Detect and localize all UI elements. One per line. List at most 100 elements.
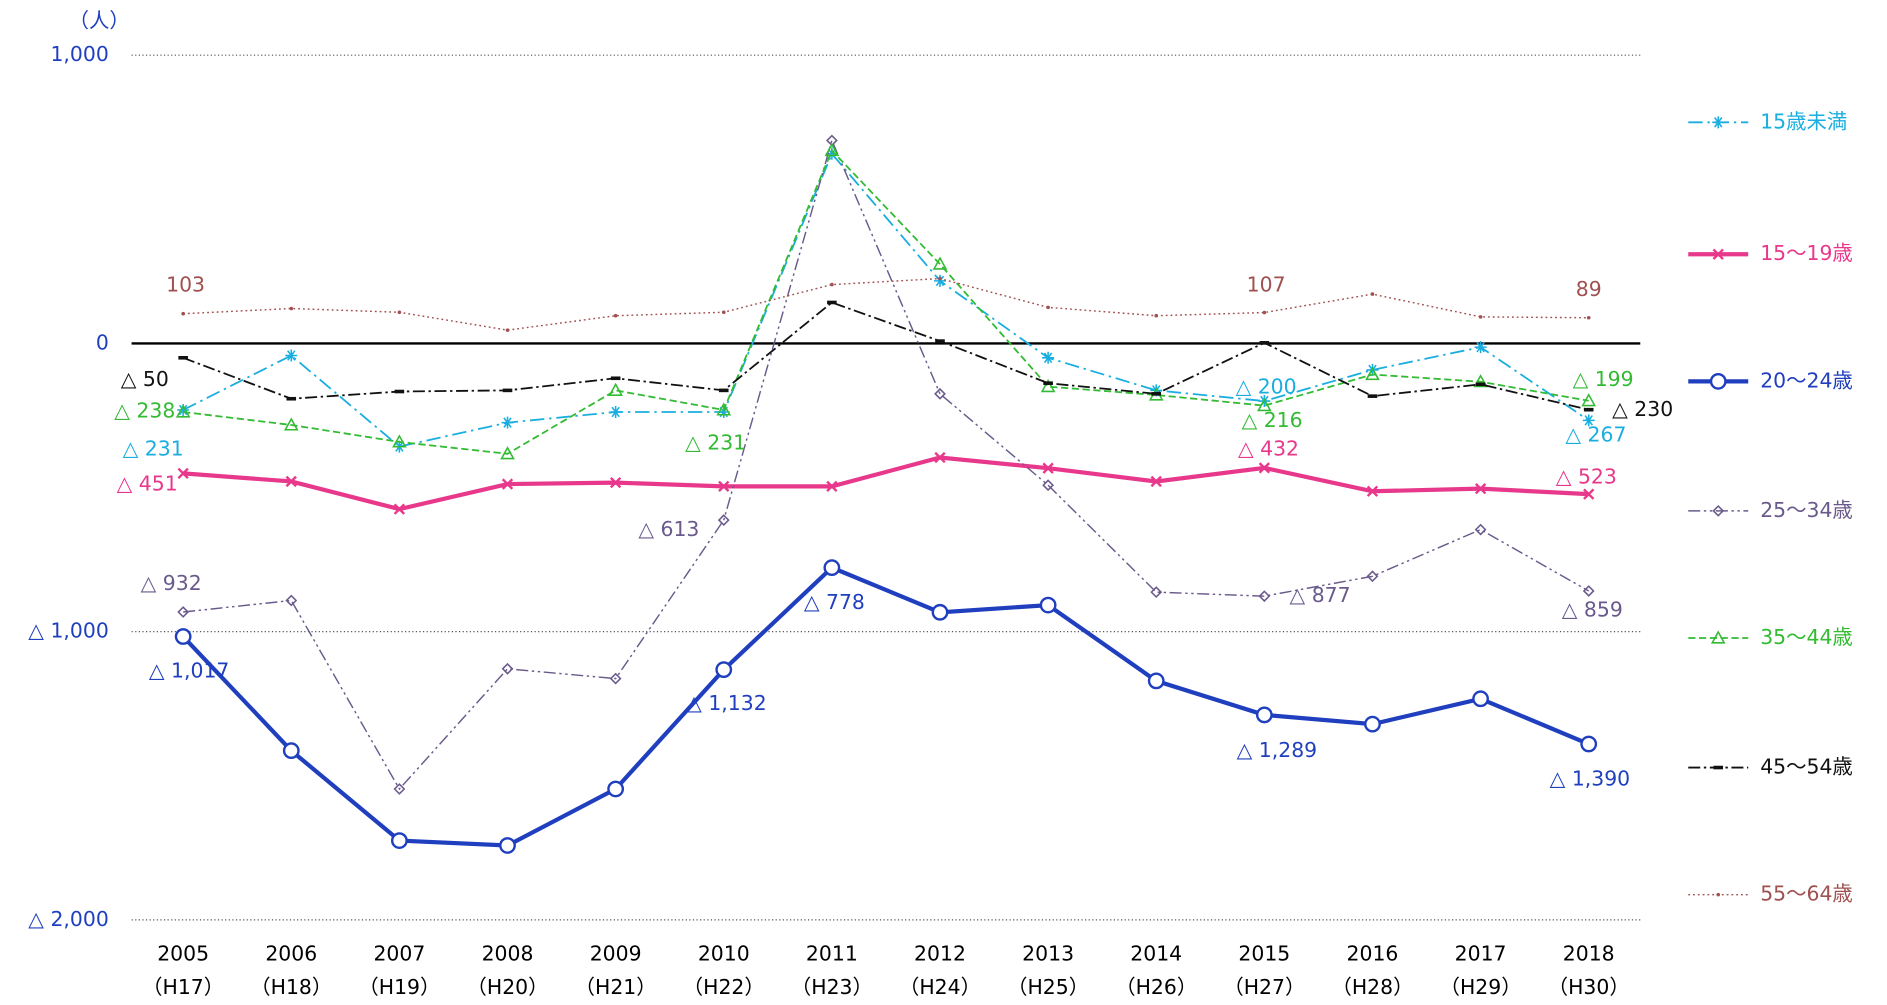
point	[1586, 315, 1591, 320]
point	[718, 480, 730, 493]
point	[823, 559, 841, 577]
x-tick-sublabel: （H26）	[1115, 975, 1197, 999]
point	[1583, 488, 1595, 500]
value-label: △ 1,390	[1550, 767, 1630, 791]
legend-label: 15～19歳	[1760, 241, 1853, 265]
legend-label: 45～54歳	[1760, 755, 1853, 779]
point	[607, 780, 625, 798]
point	[1366, 570, 1379, 583]
point	[501, 662, 514, 675]
point	[609, 476, 622, 489]
x-tick-label: 2016	[1347, 942, 1399, 966]
point	[501, 478, 514, 490]
x-tick-sublabel: （H23）	[791, 975, 873, 999]
legend-marker	[1710, 630, 1726, 644]
legend-marker	[1712, 116, 1725, 129]
point	[283, 417, 299, 431]
point	[1370, 292, 1375, 296]
x-tick-sublabel: （H30）	[1548, 975, 1630, 999]
x-tick-sublabel: （H17）	[142, 975, 224, 999]
legend-label: 20～24歳	[1760, 368, 1853, 392]
x-tick-label: 2014	[1130, 942, 1182, 966]
point	[1150, 586, 1163, 599]
point	[717, 405, 730, 418]
value-label: △ 432	[1238, 437, 1299, 461]
value-label: △ 877	[1290, 583, 1351, 607]
point	[715, 661, 733, 679]
point	[282, 742, 300, 760]
value-label: △ 523	[1556, 464, 1617, 488]
x-tick-sublabel: （H20）	[467, 975, 549, 999]
x-tick-label: 2015	[1238, 942, 1290, 966]
value-label: △ 1,132	[686, 691, 766, 715]
point	[175, 404, 191, 418]
point	[393, 503, 406, 515]
point	[289, 306, 294, 311]
series: △ 1,017 △ 1,132 △ 778 △ 1,289 △ 1,390 20～24歳	[149, 368, 1853, 854]
point	[1042, 351, 1055, 364]
series: △ 451 △ 432 △ 523 15～19歳	[117, 241, 1853, 515]
point	[285, 475, 297, 488]
point	[1042, 462, 1054, 474]
point	[934, 451, 946, 464]
value-label: △ 859	[1562, 597, 1623, 621]
value-label: △ 778	[804, 590, 865, 614]
point	[1039, 596, 1057, 614]
point	[608, 382, 623, 396]
value-label: △ 231	[123, 437, 184, 461]
point	[285, 349, 298, 362]
y-tick-label: 1,000	[50, 42, 108, 66]
point	[1474, 483, 1487, 495]
x-tick-sublabel: （H21）	[575, 975, 657, 999]
value-label: △ 238	[114, 398, 175, 422]
legend-marker	[1712, 504, 1725, 517]
point	[830, 282, 834, 287]
point	[721, 310, 726, 315]
point	[177, 467, 189, 480]
point	[609, 405, 622, 418]
point	[613, 313, 618, 318]
x-tick-label: 2008	[482, 942, 534, 966]
point	[177, 606, 190, 618]
x-tick-label: 2013	[1022, 942, 1074, 966]
point	[931, 603, 949, 621]
point	[938, 276, 942, 281]
x-tick-sublabel: （H19）	[358, 975, 440, 999]
series: △ 50 △ 230 45～54歳	[121, 300, 1853, 779]
point	[1582, 585, 1595, 597]
series-line	[183, 148, 1589, 455]
point	[393, 783, 406, 795]
point	[1150, 475, 1162, 488]
legend-label: 15歳未満	[1760, 109, 1847, 133]
point	[1472, 690, 1489, 708]
value-label: △ 199	[1573, 367, 1634, 391]
legend-label: 25～34歳	[1760, 498, 1853, 522]
series-line	[183, 277, 1589, 331]
point	[397, 310, 402, 315]
x-tick-label: 2012	[914, 942, 966, 966]
point	[1581, 393, 1597, 407]
x-tick-label: 2006	[265, 942, 317, 966]
point	[1582, 414, 1595, 427]
x-tick-label: 2009	[590, 942, 642, 966]
point	[1262, 310, 1267, 315]
point	[826, 480, 838, 493]
point	[1364, 715, 1381, 733]
point	[505, 328, 510, 332]
series-line	[182, 455, 1589, 512]
value-label: △ 613	[638, 517, 699, 541]
value-label: △ 1,289	[1237, 738, 1317, 762]
value-label: △ 267	[1565, 422, 1626, 446]
x-tick-sublabel: （H25）	[1007, 975, 1089, 999]
point	[609, 672, 622, 685]
point	[285, 594, 298, 607]
value-label: △ 451	[117, 472, 178, 496]
point	[1474, 341, 1487, 354]
x-tick-label: 2005	[157, 942, 209, 966]
point	[825, 147, 838, 160]
legend-marker	[1716, 892, 1721, 897]
point	[390, 832, 408, 849]
point	[1046, 305, 1050, 310]
point	[717, 514, 730, 526]
x-tick-sublabel: （H24）	[899, 975, 981, 999]
